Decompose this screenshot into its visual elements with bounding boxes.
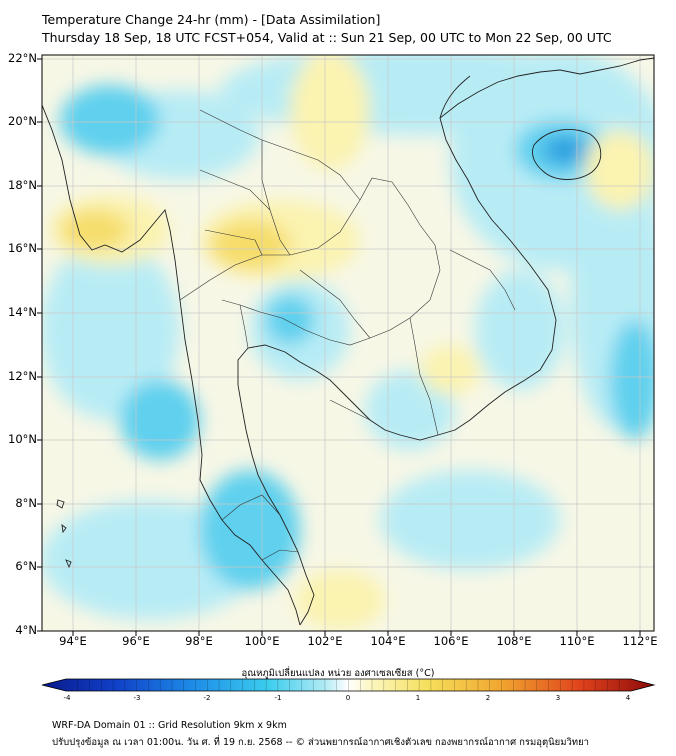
colorbar-tick-label: 4	[625, 694, 631, 702]
map-subtitle: Thursday 18 Sep, 18 UTC FCST+054, Valid …	[42, 30, 612, 45]
lat-label-8n: 8°N	[15, 496, 37, 510]
lon-label-104e: 104°E	[370, 634, 406, 648]
lon-label-100e: 100°E	[244, 634, 280, 648]
colorbar-tick-label: -2	[203, 694, 211, 702]
lon-label-108e: 108°E	[496, 634, 532, 648]
coastlines	[42, 57, 654, 626]
lon-label-94e: 94°E	[59, 634, 87, 648]
colorbar-tick-label: 2	[485, 694, 491, 702]
lat-label-14n: 14°N	[8, 305, 37, 319]
colorbar	[41, 678, 656, 692]
lat-label-6n: 6°N	[15, 559, 37, 573]
map-title: Temperature Change 24-hr (mm) - [Data As…	[42, 12, 381, 27]
colorbar-tick-label: 0	[345, 694, 351, 702]
colorbar-tick-label: -1	[274, 694, 282, 702]
provincial-borders	[179, 109, 516, 561]
map-frame	[41, 54, 655, 632]
colorbar-tick-label: 3	[555, 694, 561, 702]
footer-model-info: WRF-DA Domain 01 :: Grid Resolution 9km …	[52, 720, 287, 731]
lat-label-10n: 10°N	[8, 432, 37, 446]
lat-label-16n: 16°N	[8, 241, 37, 255]
lat-label-22n: 22°N	[8, 51, 37, 65]
lon-label-110e: 110°E	[559, 634, 595, 648]
colorbar-tick-label: 1	[415, 694, 421, 702]
footer-update-info: ปรับปรุงข้อมูล ณ เวลา 01:00น. วัน ศ. ที่…	[52, 737, 589, 748]
lon-label-102e: 102°E	[307, 634, 343, 648]
lat-label-18n: 18°N	[8, 178, 37, 192]
lon-label-112e: 112°E	[622, 634, 658, 648]
colorbar-gradient	[41, 678, 656, 692]
temperature-field	[42, 55, 654, 631]
colorbar-title: อุณหภูมิเปลี่ยนแปลง หน่วย องศาเซลเซียส (…	[241, 668, 435, 679]
lon-label-106e: 106°E	[433, 634, 469, 648]
colorbar-divisions	[77, 679, 620, 691]
colorbar-tick-label: -4	[63, 694, 71, 702]
lon-label-96e: 96°E	[122, 634, 150, 648]
lat-label-20n: 20°N	[8, 114, 37, 128]
lat-label-12n: 12°N	[8, 369, 37, 383]
colorbar-tick-label: -3	[133, 694, 141, 702]
lat-label-4n: 4°N	[15, 623, 37, 637]
lon-label-98e: 98°E	[185, 634, 213, 648]
axis-ticks	[37, 58, 641, 636]
